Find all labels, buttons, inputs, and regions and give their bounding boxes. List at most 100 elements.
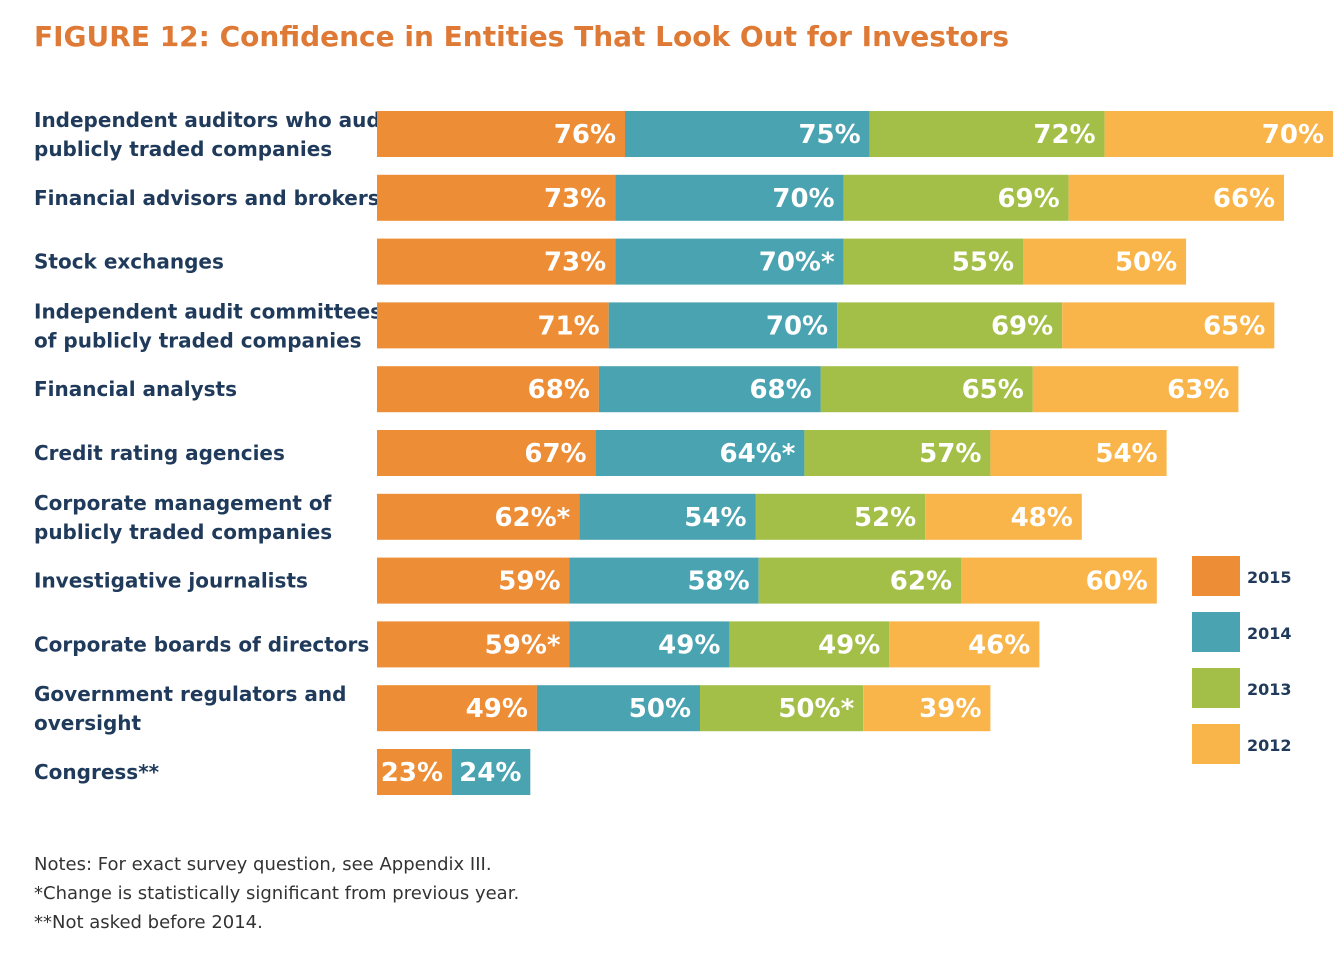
category-label: Financial analysts — [34, 377, 237, 401]
category-label: Financial advisors and brokers — [34, 186, 380, 210]
data-label: 59%* — [485, 630, 561, 660]
bar-segment-2015 — [377, 302, 609, 349]
data-label: 52% — [854, 503, 916, 533]
data-label: 49% — [658, 630, 720, 660]
bar-segment-2014 — [579, 493, 756, 540]
bar-segment-2014 — [569, 621, 730, 668]
bar-segment-2012 — [1062, 302, 1275, 349]
bar-segment-2013 — [758, 557, 961, 604]
category-label: Credit rating agencies — [34, 441, 285, 465]
bar-segment-2012 — [1104, 111, 1333, 157]
data-label: 49% — [818, 630, 880, 660]
bar-segment-2015 — [377, 174, 616, 221]
bar-segment-2015 — [377, 749, 452, 795]
bar-segment-2014 — [595, 430, 805, 476]
data-label: 66% — [1213, 184, 1275, 214]
bar-segment-2014 — [615, 174, 844, 221]
bar-segment-2013 — [820, 366, 1033, 413]
data-label: 50%* — [778, 694, 854, 724]
note-line-2: *Change is statistically significant fro… — [34, 883, 520, 904]
bar-segment-2013 — [843, 174, 1069, 221]
data-label: 49% — [466, 694, 528, 724]
legend-swatch-2012 — [1192, 724, 1240, 764]
note-line-1: Notes: For exact survey question, see Ap… — [34, 854, 492, 875]
chart-title: FIGURE 12: Confidence in Entities That L… — [34, 20, 1010, 53]
category-label: Independent auditors who audit publicly t… — [34, 108, 398, 161]
bar-segment-2013 — [729, 621, 890, 668]
bar-segment-2015 — [377, 493, 580, 540]
bar-segment-2012 — [863, 685, 991, 732]
data-label: 70% — [772, 184, 834, 214]
data-label: 50% — [1115, 248, 1177, 278]
bar-segment-2013 — [804, 430, 991, 476]
data-label: 46% — [968, 630, 1030, 660]
legend-swatch-2014 — [1192, 612, 1240, 652]
legend-swatch-2013 — [1192, 668, 1240, 708]
data-label: 68% — [528, 375, 590, 405]
data-label: 23% — [381, 758, 443, 788]
legend-label-2015: 2015 — [1247, 568, 1292, 587]
bar-segment-2013 — [700, 685, 864, 732]
data-label: 54% — [684, 503, 746, 533]
data-label: 71% — [537, 311, 599, 341]
data-label: 68% — [749, 375, 811, 405]
data-label: 48% — [1011, 503, 1073, 533]
bar-segment-2013 — [837, 302, 1063, 349]
data-label: 72% — [1033, 120, 1095, 150]
note-line-3: **Not asked before 2014. — [34, 912, 263, 933]
bar-segment-2014 — [536, 685, 700, 732]
bar-segment-2015 — [377, 621, 570, 668]
data-label: 62%* — [494, 503, 570, 533]
data-label: 24% — [459, 758, 521, 788]
data-label: 75% — [798, 120, 860, 150]
data-label: 54% — [1095, 439, 1157, 469]
data-label: 57% — [919, 439, 981, 469]
data-label: 67% — [524, 439, 586, 469]
data-label: 73% — [544, 248, 606, 278]
bar-segment-2014 — [625, 111, 870, 157]
chart-notes: Notes: For exact survey question, see Ap… — [34, 850, 519, 937]
data-label: 60% — [1086, 567, 1148, 597]
data-label: 65% — [962, 375, 1024, 405]
bar-segment-2014 — [598, 366, 821, 413]
bar-segment-2013 — [755, 493, 926, 540]
bar-segment-2013 — [843, 238, 1024, 285]
category-label: Corporate management of publicly traded c… — [34, 491, 332, 544]
bar-segment-2015 — [377, 685, 537, 732]
data-label: 63% — [1167, 375, 1229, 405]
bar-segment-2015 — [377, 366, 599, 413]
bar-segment-2015 — [377, 111, 625, 157]
legend-label-2014: 2014 — [1247, 624, 1292, 643]
bar-segment-2013 — [869, 111, 1105, 157]
legend-label-2012: 2012 — [1247, 736, 1292, 755]
bar-segment-2012 — [961, 557, 1157, 604]
bar-segment-2015 — [377, 238, 616, 285]
data-label: 64%* — [720, 439, 796, 469]
bar-segment-2012 — [1068, 174, 1284, 221]
bar-segment-2014 — [452, 749, 531, 795]
data-label: 73% — [544, 184, 606, 214]
data-label: 50% — [629, 694, 691, 724]
data-label: 55% — [952, 248, 1014, 278]
category-label: Congress** — [34, 760, 160, 784]
data-label: 70% — [1262, 120, 1324, 150]
bar-segment-2012 — [1032, 366, 1239, 413]
data-label: 69% — [997, 184, 1059, 214]
data-label: 65% — [1203, 311, 1265, 341]
data-label: 70% — [766, 311, 828, 341]
bar-segment-2012 — [990, 430, 1167, 476]
data-label: 70%* — [759, 248, 835, 278]
bar-segment-2015 — [377, 430, 596, 476]
data-label: 39% — [919, 694, 981, 724]
data-label: 76% — [554, 120, 616, 150]
data-label: 62% — [890, 567, 952, 597]
data-label: 59% — [498, 567, 560, 597]
legend-label-2013: 2013 — [1247, 680, 1292, 699]
data-label: 69% — [991, 311, 1053, 341]
category-label: Independent audit committees of publicly … — [34, 299, 382, 352]
bar-segment-2014 — [608, 302, 838, 349]
bar-segment-2014 — [615, 238, 844, 285]
legend-swatch-2015 — [1192, 556, 1240, 596]
data-label: 58% — [687, 567, 749, 597]
